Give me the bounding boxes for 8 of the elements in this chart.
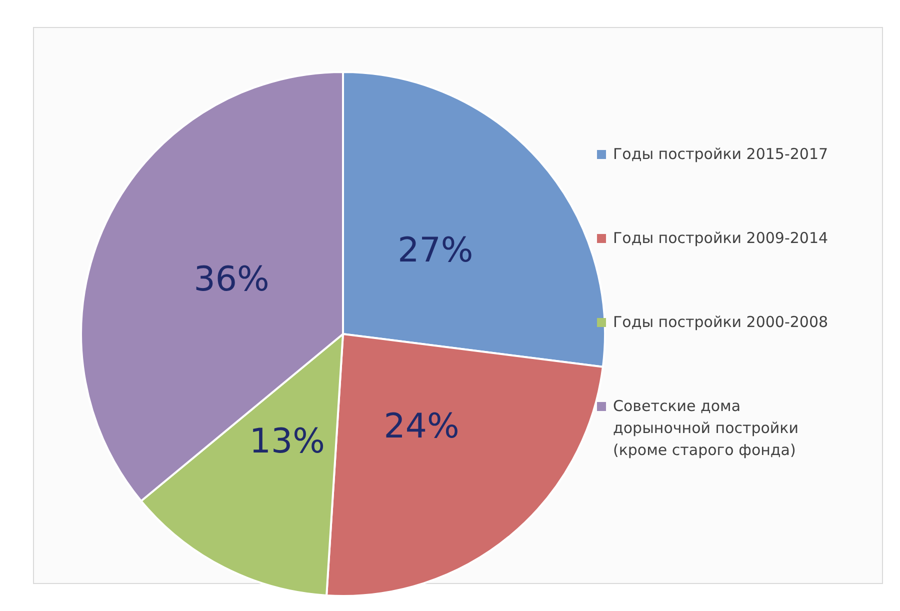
data-label: 24% — [384, 406, 460, 447]
legend-label: Советские дома дорыночной постройки (кроме старого фонда) — [613, 396, 800, 461]
data-label: 27% — [398, 230, 474, 270]
legend-label: Годы постройки 2015-2017 — [613, 144, 830, 165]
data-label: 13% — [249, 422, 325, 462]
data-label: 36% — [194, 259, 270, 300]
legend-label: Годы постройки 2000-2008 — [613, 312, 830, 333]
legend-label: Годы постройки 2009-2014 — [613, 228, 830, 249]
